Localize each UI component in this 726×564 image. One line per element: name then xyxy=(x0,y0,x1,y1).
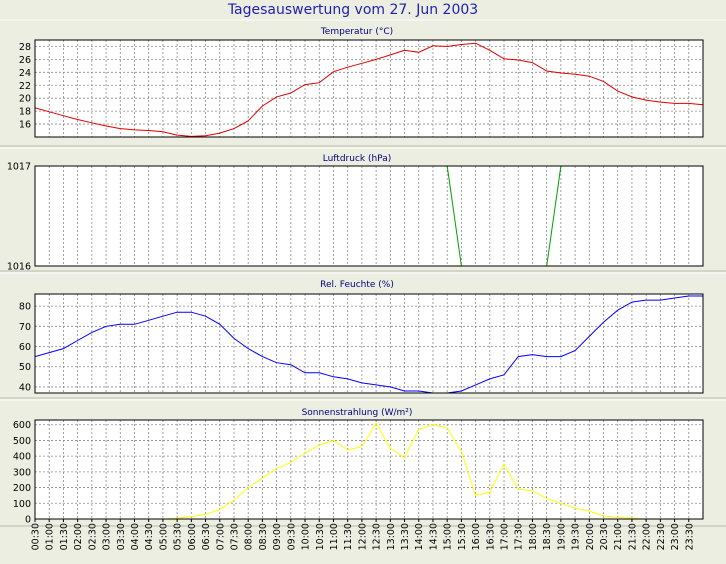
y-tick-label: 600 xyxy=(13,420,31,431)
y-tick-label: 40 xyxy=(19,382,31,393)
plot-frame xyxy=(34,39,704,138)
x-tick-label: 02:30 xyxy=(87,523,98,550)
x-tick-label: 19:00 xyxy=(556,523,567,550)
x-tick-label: 15:30 xyxy=(457,523,468,550)
x-tick-label: 23:30 xyxy=(684,523,695,550)
plot-area xyxy=(35,166,703,266)
x-tick-label: 21:30 xyxy=(627,523,638,550)
series-line xyxy=(35,42,703,137)
chart-panel-2: Rel. Feuchte (%) 40 50 60 70 80 xyxy=(0,272,726,399)
x-tick-label: 18:30 xyxy=(542,523,553,550)
y-tick-label: 28 xyxy=(19,42,31,53)
x-tick-label: 17:30 xyxy=(514,523,525,550)
plot-frame xyxy=(34,293,704,394)
x-tick-label: 14:00 xyxy=(414,523,425,550)
x-tick-label: 21:00 xyxy=(613,523,624,550)
y-tick-label: 100 xyxy=(13,499,31,510)
x-tick-label: 13:30 xyxy=(400,523,411,550)
x-tick-label: 22:00 xyxy=(642,523,653,550)
x-tick-label: 20:30 xyxy=(599,523,610,550)
y-tick-label: 16 xyxy=(19,120,31,131)
x-tick-label: 07:30 xyxy=(229,523,240,550)
x-tick-label: 14:30 xyxy=(428,523,439,550)
plot-area xyxy=(35,40,703,137)
panel-title: Luftdruck (hPa) xyxy=(323,154,392,164)
x-tick-label: 19:30 xyxy=(571,523,582,550)
chart-panel-3: Sonnenstrahlung (W/m²) 0 100 200 300 400 500 60… xyxy=(0,399,726,527)
x-tick-label: 04:00 xyxy=(130,523,141,550)
x-tick-label: 09:30 xyxy=(286,523,297,550)
y-tick-label: 50 xyxy=(19,362,31,373)
x-tick-label: 05:00 xyxy=(158,523,169,550)
x-tick-label: 22:30 xyxy=(656,523,667,550)
x-tick-label: 02:00 xyxy=(73,523,84,550)
chart-panel-0: Temperatur (°C) 16 18 20 22 24 26 28 xyxy=(0,19,726,147)
x-tick-label: 08:30 xyxy=(258,523,269,550)
x-tick-label: 06:30 xyxy=(201,523,212,550)
chart-panel-1: Luftdruck (hPa) 1016 1017 xyxy=(0,147,726,273)
x-tick-label: 18:00 xyxy=(528,523,539,550)
x-tick-label: 12:00 xyxy=(357,523,368,550)
panel-title: Sonnenstrahlung (W/m²) xyxy=(302,408,413,418)
y-tick-label: 80 xyxy=(19,302,31,313)
x-tick-label: 12:30 xyxy=(372,523,383,550)
x-tick-label: 23:00 xyxy=(670,523,681,550)
y-tick-label: 70 xyxy=(19,322,31,333)
page-title: Tagesauswertung vom 27. Jun 2003 xyxy=(227,2,478,18)
panel-title: Rel. Feuchte (%) xyxy=(320,280,394,290)
x-tick-label: 10:00 xyxy=(301,523,312,550)
y-tick-label: 60 xyxy=(19,342,31,353)
y-tick-label: 22 xyxy=(19,81,31,92)
x-tick-label: 16:30 xyxy=(485,523,496,550)
x-tick-label: 15:00 xyxy=(443,523,454,550)
x-axis-labels: 00:30 01:00 01:30 02:00 02:30 03:00 03:30 04:00… xyxy=(31,519,695,550)
y-tick-label: 200 xyxy=(13,483,31,494)
y-tick-label: 20 xyxy=(19,94,31,105)
x-tick-label: 08:00 xyxy=(244,523,255,550)
y-tick-label: 1017 xyxy=(7,162,31,173)
x-tick-label: 01:30 xyxy=(59,523,70,550)
x-tick-label: 10:30 xyxy=(315,523,326,550)
plot-area xyxy=(35,294,703,393)
plot-area xyxy=(35,420,703,519)
y-tick-label: 24 xyxy=(19,68,31,79)
x-tick-label: 03:00 xyxy=(102,523,113,550)
x-tick-label: 13:00 xyxy=(386,523,397,550)
plot-frame xyxy=(34,419,704,520)
x-tick-label: 00:30 xyxy=(31,523,42,550)
series-line xyxy=(35,295,703,393)
x-tick-label: 11:30 xyxy=(343,523,354,550)
x-tick-label: 03:30 xyxy=(116,523,127,550)
x-tick-label: 04:30 xyxy=(144,523,155,550)
y-tick-label: 400 xyxy=(13,452,31,463)
x-tick-label: 17:00 xyxy=(500,523,511,550)
x-tick-label: 20:00 xyxy=(585,523,596,550)
y-tick-label: 26 xyxy=(19,55,31,66)
x-tick-label: 11:00 xyxy=(329,523,340,550)
x-tick-label: 01:00 xyxy=(45,523,56,550)
y-tick-label: 1016 xyxy=(7,262,31,273)
y-tick-label: 0 xyxy=(25,515,31,526)
x-tick-label: 05:30 xyxy=(173,523,184,550)
x-tick-label: 09:00 xyxy=(272,523,283,550)
y-tick-label: 18 xyxy=(19,107,31,118)
x-tick-label: 07:00 xyxy=(215,523,226,550)
plot-frame xyxy=(34,165,704,267)
panel-title: Temperatur (°C) xyxy=(320,27,393,37)
y-tick-label: 300 xyxy=(13,467,31,478)
series-line xyxy=(35,422,703,519)
x-tick-label: 16:00 xyxy=(471,523,482,550)
x-tick-label: 06:00 xyxy=(187,523,198,550)
y-tick-label: 500 xyxy=(13,436,31,447)
